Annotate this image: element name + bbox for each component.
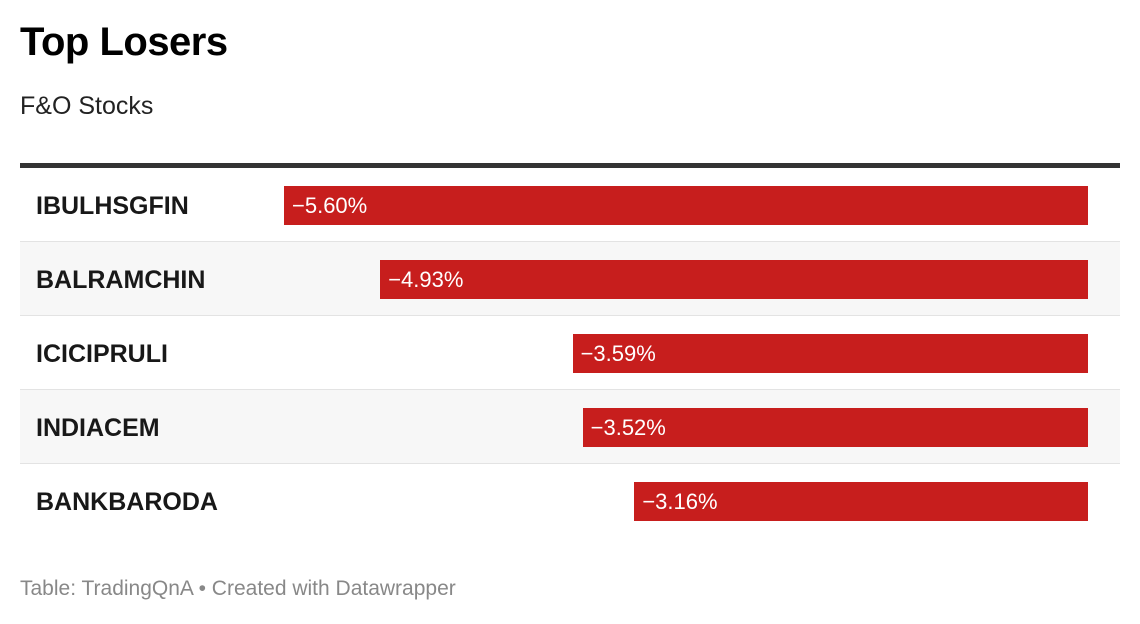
- loss-bar: −5.60%: [284, 186, 1088, 225]
- loss-bar: −3.52%: [582, 408, 1088, 447]
- stock-name: IBULHSGFIN: [36, 192, 189, 220]
- table-row: IBULHSGFIN −5.60%: [20, 168, 1120, 242]
- stock-name: BALRAMCHIN: [36, 266, 206, 294]
- table-row: INDIACEM −3.52%: [20, 390, 1120, 464]
- loss-bar: −3.59%: [572, 334, 1088, 373]
- bar-value-label: −4.93%: [388, 267, 464, 292]
- bar-value-label: −3.16%: [642, 489, 718, 514]
- bar-value-label: −3.52%: [590, 415, 666, 440]
- bar-value-label: −3.59%: [580, 341, 656, 366]
- stock-name: INDIACEM: [36, 414, 160, 442]
- chart-subtitle: F&O Stocks: [20, 92, 154, 120]
- table-row: ICICIPRULI −3.59%: [20, 316, 1120, 390]
- table-row: BALRAMCHIN −4.93%: [20, 242, 1120, 316]
- stock-name: BANKBARODA: [36, 488, 218, 516]
- chart-title: Top Losers: [20, 20, 228, 64]
- loss-bar: −4.93%: [380, 260, 1088, 299]
- stock-name: ICICIPRULI: [36, 340, 168, 368]
- loss-bar: −3.16%: [634, 482, 1088, 521]
- bar-value-label: −5.60%: [292, 193, 368, 218]
- table-row: BANKBARODA −3.16%: [20, 464, 1120, 537]
- chart-source-footer: Table: TradingQnA • Created with Datawra…: [20, 577, 456, 600]
- bar-table: IBULHSGFIN −5.60% BALRAMCHIN −4.93% ICICIPRU…: [20, 168, 1120, 537]
- table-top-rule: [20, 163, 1120, 168]
